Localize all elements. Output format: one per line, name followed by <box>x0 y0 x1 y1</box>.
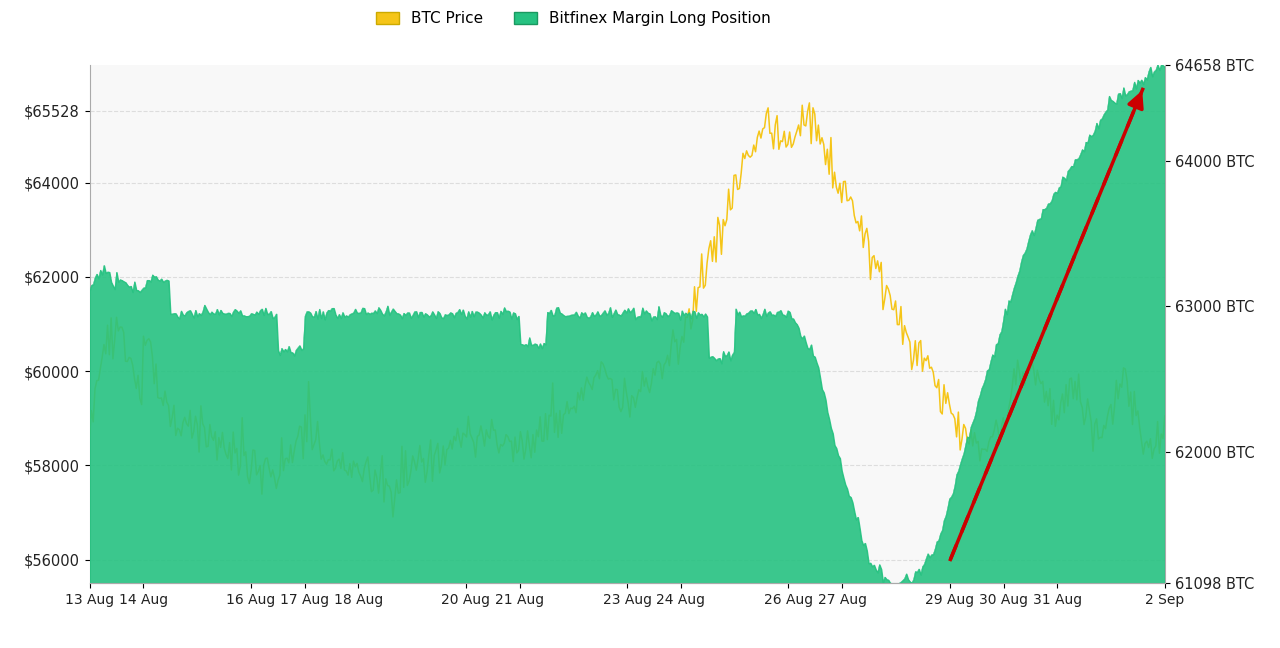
Legend: BTC Price, Bitfinex Margin Long Position: BTC Price, Bitfinex Margin Long Position <box>370 5 777 32</box>
